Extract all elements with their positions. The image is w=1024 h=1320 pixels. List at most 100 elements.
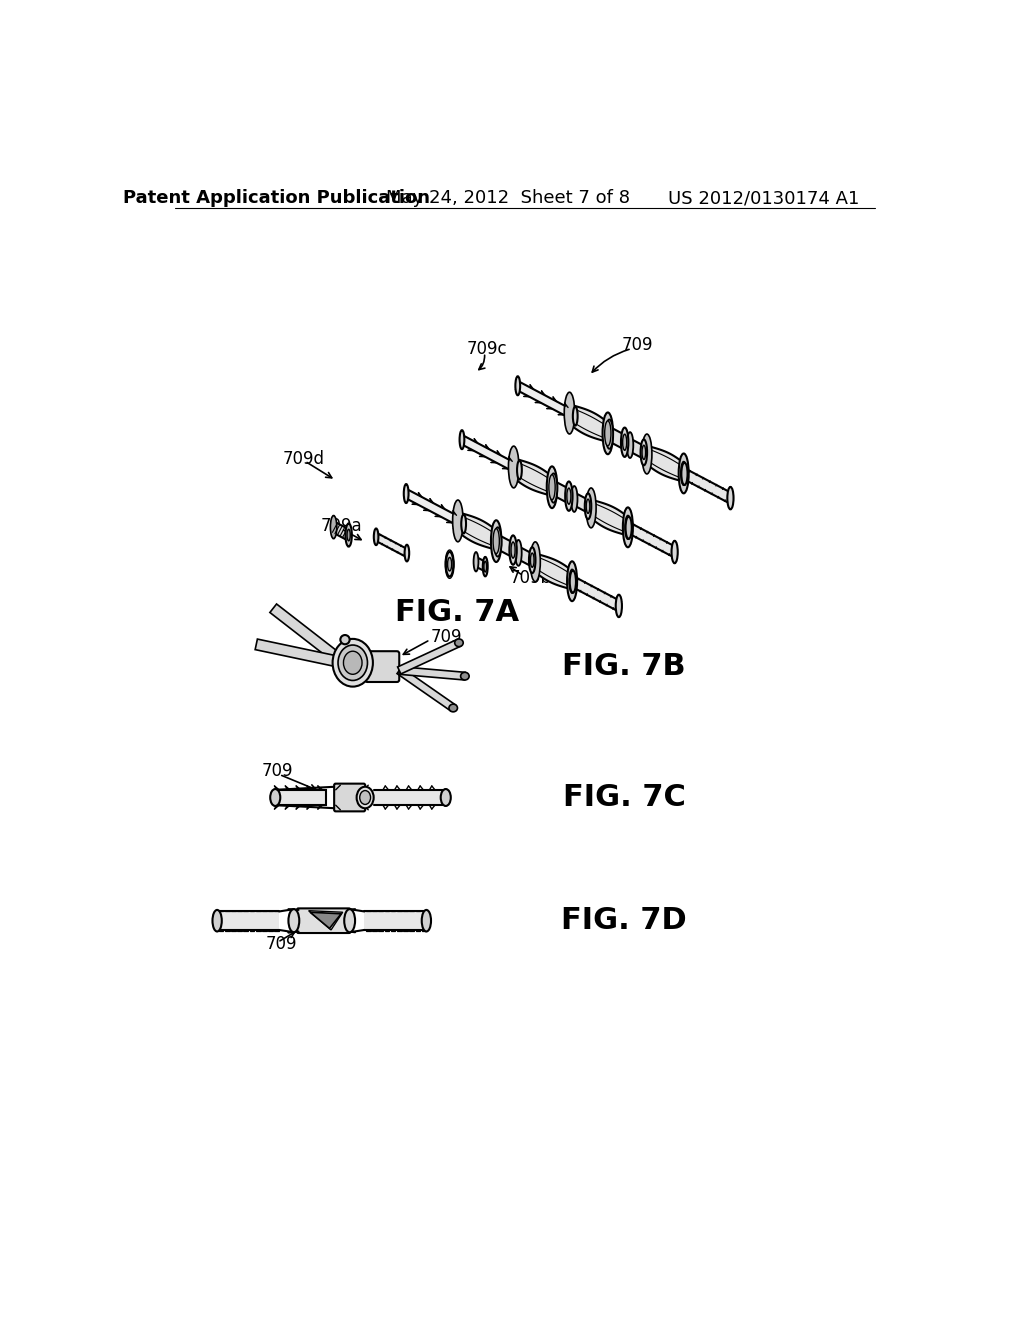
Ellipse shape — [681, 462, 687, 486]
Ellipse shape — [530, 553, 535, 568]
Ellipse shape — [422, 909, 431, 932]
Polygon shape — [516, 548, 535, 565]
Polygon shape — [606, 428, 628, 447]
FancyBboxPatch shape — [334, 784, 366, 812]
Polygon shape — [551, 482, 572, 502]
Ellipse shape — [625, 515, 631, 540]
Ellipse shape — [490, 520, 502, 562]
Ellipse shape — [549, 475, 555, 500]
Bar — [372, 789, 445, 805]
Ellipse shape — [564, 392, 574, 434]
Polygon shape — [331, 523, 351, 540]
Text: 709: 709 — [622, 335, 653, 354]
Polygon shape — [454, 513, 501, 549]
Text: 709: 709 — [261, 762, 293, 780]
Polygon shape — [571, 494, 591, 511]
Ellipse shape — [461, 515, 466, 533]
Ellipse shape — [569, 570, 575, 593]
Ellipse shape — [453, 500, 463, 541]
Ellipse shape — [517, 461, 522, 479]
Ellipse shape — [347, 529, 350, 541]
Ellipse shape — [374, 528, 379, 545]
Ellipse shape — [515, 540, 521, 566]
Polygon shape — [628, 440, 646, 458]
Text: 709c: 709c — [467, 341, 507, 358]
Ellipse shape — [642, 434, 652, 474]
Ellipse shape — [331, 516, 337, 539]
Polygon shape — [570, 577, 622, 610]
Text: FIG. 7B: FIG. 7B — [562, 652, 686, 681]
Polygon shape — [531, 554, 575, 589]
Ellipse shape — [565, 482, 572, 511]
Text: FIG. 7A: FIG. 7A — [395, 598, 519, 627]
Polygon shape — [310, 912, 341, 928]
Text: 709: 709 — [265, 935, 297, 953]
Ellipse shape — [484, 561, 486, 572]
Ellipse shape — [460, 430, 464, 449]
Ellipse shape — [567, 561, 578, 601]
FancyBboxPatch shape — [297, 908, 350, 933]
Ellipse shape — [727, 487, 733, 510]
Ellipse shape — [679, 454, 689, 494]
Bar — [365, 911, 426, 929]
Ellipse shape — [571, 486, 578, 512]
Ellipse shape — [621, 428, 629, 457]
Ellipse shape — [338, 645, 368, 681]
Ellipse shape — [586, 488, 596, 528]
Ellipse shape — [447, 557, 452, 572]
Bar — [275, 789, 326, 805]
Ellipse shape — [482, 557, 487, 577]
Ellipse shape — [681, 462, 687, 484]
Bar — [217, 911, 280, 929]
Ellipse shape — [494, 527, 502, 557]
Polygon shape — [255, 639, 345, 668]
Polygon shape — [495, 536, 516, 556]
Text: FIG. 7D: FIG. 7D — [561, 907, 687, 935]
Ellipse shape — [605, 420, 613, 449]
Ellipse shape — [359, 791, 371, 804]
Polygon shape — [375, 533, 409, 556]
Ellipse shape — [547, 466, 557, 508]
Ellipse shape — [449, 704, 458, 711]
Ellipse shape — [445, 552, 454, 577]
Ellipse shape — [567, 488, 571, 504]
Ellipse shape — [494, 528, 500, 553]
Ellipse shape — [602, 412, 613, 454]
Text: Patent Application Publication: Patent Application Publication — [123, 190, 430, 207]
Ellipse shape — [530, 543, 541, 582]
Ellipse shape — [289, 909, 299, 932]
Ellipse shape — [515, 376, 520, 395]
FancyBboxPatch shape — [366, 651, 399, 682]
Polygon shape — [399, 667, 465, 680]
Polygon shape — [565, 405, 612, 441]
Polygon shape — [643, 446, 687, 480]
Ellipse shape — [461, 672, 469, 680]
Ellipse shape — [509, 446, 519, 488]
Ellipse shape — [623, 507, 633, 548]
Text: 709a: 709a — [321, 517, 361, 536]
Ellipse shape — [511, 543, 515, 558]
Ellipse shape — [604, 421, 611, 446]
Ellipse shape — [529, 548, 536, 573]
Text: US 2012/0130174 A1: US 2012/0130174 A1 — [668, 190, 859, 207]
Ellipse shape — [627, 432, 633, 458]
Polygon shape — [397, 639, 461, 675]
Ellipse shape — [404, 545, 410, 561]
Ellipse shape — [212, 909, 222, 932]
Text: 709b: 709b — [509, 569, 551, 587]
Text: May 24, 2012  Sheet 7 of 8: May 24, 2012 Sheet 7 of 8 — [386, 190, 630, 207]
Ellipse shape — [641, 440, 647, 466]
Text: 709d: 709d — [283, 450, 325, 467]
Ellipse shape — [343, 651, 362, 675]
Polygon shape — [460, 436, 521, 474]
Polygon shape — [510, 459, 556, 495]
Polygon shape — [516, 381, 578, 420]
Ellipse shape — [615, 595, 622, 618]
Ellipse shape — [356, 787, 374, 808]
Polygon shape — [270, 605, 347, 667]
Text: FIG. 7C: FIG. 7C — [562, 783, 685, 812]
Ellipse shape — [333, 639, 373, 686]
Ellipse shape — [623, 434, 627, 450]
Ellipse shape — [672, 541, 678, 564]
Polygon shape — [397, 668, 456, 711]
